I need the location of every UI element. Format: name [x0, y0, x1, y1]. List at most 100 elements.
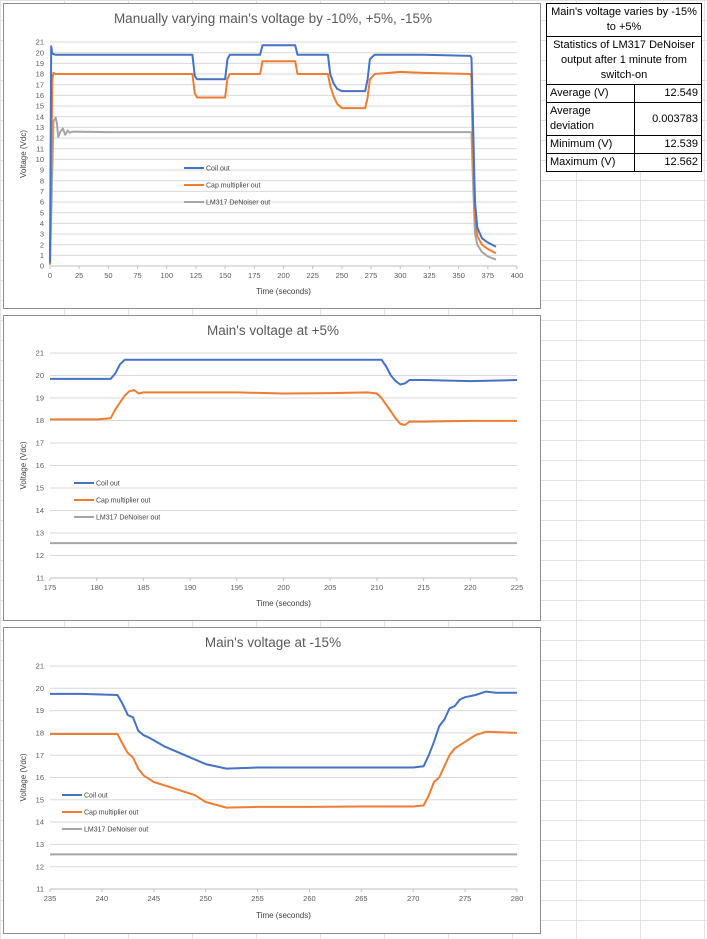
chart-main-voltage-variation: Manually varying main's voltage by -10%,… [3, 3, 541, 309]
x-tick-label: 350 [452, 271, 465, 280]
legend-label: Cap multiplier out [206, 183, 261, 190]
x-tick-label: 270 [407, 894, 420, 903]
table-row: Statistics of LM317 DeNoiser output afte… [546, 36, 702, 85]
stat-value: 12.562 [634, 153, 702, 172]
x-tick-label: 235 [44, 894, 57, 903]
chart-svg: Main's voltage at +5% 11 12 13 14 15 16 17 18 19 2… [19, 323, 524, 608]
table-row: Average deviation 0.003783 [545, 102, 702, 136]
x-tick-label: 245 [148, 894, 161, 903]
x-tick-label: 255 [251, 894, 264, 903]
y-axis-title: Voltage (Vdc) [19, 441, 28, 489]
x-tick-label: 280 [511, 894, 524, 903]
y-tick-label: 20 [36, 371, 44, 380]
y-tick-label: 17 [36, 751, 44, 760]
x-tick-label: 225 [511, 583, 524, 592]
y-axis-title: Voltage (Vdc) [19, 130, 28, 178]
chart-svg: Main's voltage at -15% 11 12 13 14 15 16 17 18 19… [19, 635, 524, 920]
x-tick-label: 125 [190, 271, 203, 280]
stat-value: 0.003783 [634, 102, 702, 136]
y-axis-title: Voltage (Vdc) [19, 753, 28, 801]
y-tick-label: 14 [36, 506, 44, 515]
series-line-cap [49, 60, 497, 264]
y-tick-label: 18 [36, 416, 44, 425]
y-tick-label: 9 [40, 166, 44, 175]
y-tick-label: 18 [36, 729, 44, 738]
y-tick-label: 14 [36, 818, 44, 827]
chart-title: Manually varying main's voltage by -10%,… [114, 11, 432, 26]
y-tick-label: 13 [36, 840, 44, 849]
y-tick-label: 19 [36, 706, 44, 715]
y-tick-label: 21 [36, 662, 44, 671]
table-row: Average (V) 12.549 [545, 84, 702, 103]
y-tick-label: 17 [36, 439, 44, 448]
x-tick-label: 200 [277, 583, 290, 592]
x-tick-label: 375 [482, 271, 495, 280]
legend-label: Cap multiplier out [96, 498, 151, 505]
y-tick-label: 18 [36, 70, 44, 79]
statistics-table: Main's voltage varies by -15% to +5% Sta… [545, 3, 702, 172]
x-tick-label: 200 [277, 271, 290, 280]
x-tick-label: 100 [160, 271, 173, 280]
series-line-cap [50, 389, 517, 426]
x-tick-label: 25 [75, 271, 83, 280]
y-tick-label: 2 [40, 240, 44, 249]
table-row: Minimum (V) 12.539 [545, 135, 702, 154]
y-tick-label: 8 [40, 176, 44, 185]
y-tick-label: 12 [36, 134, 44, 143]
x-tick-label: 210 [371, 583, 384, 592]
y-tick-label: 16 [36, 91, 44, 100]
legend-label: Coil out [206, 166, 230, 173]
chart-title: Main's voltage at -15% [205, 635, 341, 650]
y-tick-label: 14 [36, 112, 44, 121]
legend-label: LM317 DeNoiser out [84, 827, 148, 834]
x-tick-label: 240 [96, 894, 109, 903]
x-tick-label: 220 [464, 583, 477, 592]
y-tick-label: 20 [36, 48, 44, 57]
x-tick-label: 190 [184, 583, 197, 592]
series-line-cap [50, 730, 518, 809]
stats-header-description: Statistics of LM317 DeNoiser output afte… [546, 36, 702, 85]
legend-label: Coil out [96, 481, 120, 488]
x-tick-label: 325 [423, 271, 436, 280]
x-tick-label: 150 [219, 271, 232, 280]
y-tick-label: 12 [36, 862, 44, 871]
x-tick-label: 75 [133, 271, 141, 280]
y-tick-label: 4 [40, 219, 44, 228]
y-tick-label: 6 [40, 198, 44, 207]
table-row: Main's voltage varies by -15% to +5% [546, 3, 702, 37]
y-tick-label: 15 [36, 102, 44, 111]
stat-label: Maximum (V) [545, 153, 636, 172]
chart-voltage-minus15: Main's voltage at -15% 11 12 13 14 15 16 17 18 19… [3, 627, 541, 934]
x-tick-label: 215 [417, 583, 430, 592]
stat-label: Average deviation [545, 102, 636, 136]
legend-label: Cap multiplier out [84, 810, 139, 817]
y-tick-label: 16 [36, 773, 44, 782]
x-axis-title: Time (seconds) [256, 287, 311, 296]
x-tick-label: 195 [231, 583, 244, 592]
y-tick-label: 0 [40, 262, 44, 271]
series-line-coil [49, 44, 497, 263]
legend-label: LM317 DeNoiser out [96, 515, 160, 522]
x-tick-label: 250 [199, 894, 212, 903]
x-tick-label: 175 [248, 271, 261, 280]
x-tick-label: 275 [459, 894, 472, 903]
y-tick-label: 19 [36, 59, 44, 68]
y-tick-label: 11 [36, 144, 44, 153]
x-tick-label: 205 [324, 583, 337, 592]
table-row: Maximum (V) 12.562 [545, 153, 702, 172]
x-tick-label: 275 [365, 271, 378, 280]
stat-label: Minimum (V) [545, 135, 636, 154]
stat-value: 12.549 [634, 84, 702, 103]
y-tick-label: 11 [36, 574, 44, 583]
chart-title: Main's voltage at +5% [207, 323, 339, 338]
y-tick-label: 10 [36, 155, 44, 164]
chart-svg: Manually varying main's voltage by -10%,… [19, 11, 523, 296]
x-tick-label: 300 [394, 271, 407, 280]
y-tick-label: 21 [36, 349, 44, 358]
y-tick-label: 15 [36, 795, 44, 804]
y-tick-label: 15 [36, 484, 44, 493]
y-tick-label: 12 [36, 551, 44, 560]
x-axis-title: Time (seconds) [256, 599, 311, 608]
y-tick-label: 17 [36, 80, 44, 89]
y-tick-label: 13 [36, 529, 44, 538]
